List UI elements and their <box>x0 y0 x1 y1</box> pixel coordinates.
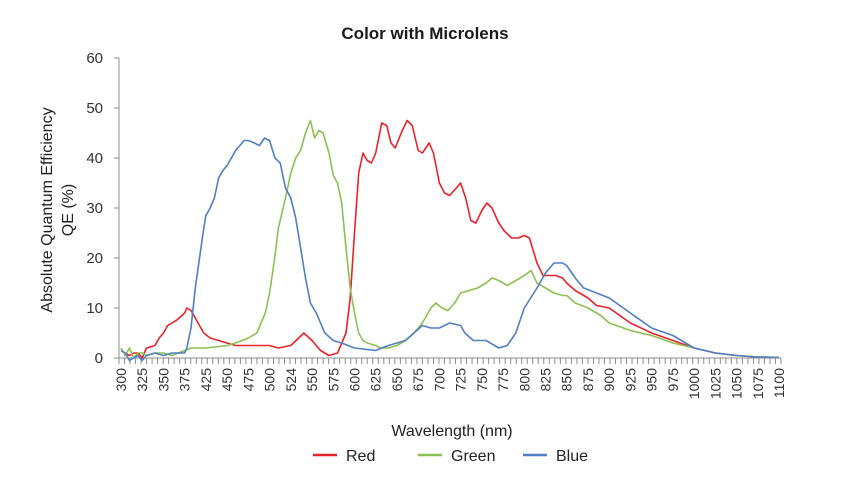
y-ticks: 0 10 20 30 40 50 60 <box>86 50 119 367</box>
x-tick-label: 825 <box>538 368 554 392</box>
x-tick-label: 350 <box>155 368 171 392</box>
x-tick-label: 850 <box>559 368 575 392</box>
x-tick-label: 750 <box>474 368 490 392</box>
x-tick-label: 950 <box>644 368 660 392</box>
x-tick-label: 425 <box>198 368 214 392</box>
x-tick-label: 500 <box>262 368 278 392</box>
legend-label-blue: Blue <box>556 448 588 465</box>
x-tick-label: 524 <box>283 368 299 392</box>
series-line-blue <box>120 137 780 362</box>
x-tick-label: 650 <box>389 368 405 392</box>
x-tick-label: 1075 <box>750 368 766 399</box>
x-ticks: 300 325 350 375 425 450 475 500 524 550 575 600 625 6… <box>113 358 787 399</box>
y-tick-label: 60 <box>86 50 103 67</box>
x-tick-label: 775 <box>495 368 511 392</box>
y-tick-label: 0 <box>95 350 103 367</box>
y-tick-label: 30 <box>86 200 103 217</box>
y-axis-label-line2: QE (%) <box>60 184 77 236</box>
legend-label-red: Red <box>346 448 375 465</box>
x-tick-label: 550 <box>304 368 320 392</box>
x-tick-label: 1100 <box>771 368 787 398</box>
x-tick-label: 800 <box>516 368 532 392</box>
chart-title: Color with Microlens <box>341 24 509 43</box>
series-line-green <box>120 119 780 359</box>
x-tick-label: 300 <box>113 368 129 392</box>
y-axis-label-line1: Absolute Quantum Efficiency <box>39 107 56 312</box>
legend: Red Green Blue <box>313 448 588 465</box>
x-tick-label: 325 <box>134 368 150 392</box>
y-tick-label: 20 <box>86 250 103 267</box>
y-tick-label: 10 <box>86 300 103 317</box>
x-tick-label: 725 <box>453 368 469 392</box>
x-tick-label: 600 <box>346 368 362 392</box>
x-tick-label: 875 <box>580 368 596 392</box>
series-line-red <box>120 119 780 359</box>
axes <box>118 58 781 359</box>
x-tick-label: 625 <box>368 368 384 392</box>
series-group <box>120 119 780 362</box>
x-tick-label: 1025 <box>707 368 723 399</box>
y-tick-label: 50 <box>86 100 103 117</box>
y-tick-label: 40 <box>86 150 103 167</box>
x-axis-label: Wavelength (nm) <box>391 423 512 440</box>
x-tick-label: 675 <box>410 368 426 392</box>
x-tick-label: 1000 <box>686 368 702 399</box>
x-tick-label: 450 <box>219 368 235 392</box>
legend-label-green: Green <box>451 448 495 465</box>
x-tick-label: 925 <box>622 368 638 392</box>
x-tick-label: 575 <box>325 368 341 392</box>
x-tick-label: 375 <box>177 368 193 392</box>
x-tick-label: 1050 <box>729 368 745 399</box>
x-tick-label: 700 <box>431 368 447 392</box>
x-tick-label: 900 <box>601 368 617 392</box>
x-tick-label: 475 <box>240 368 256 392</box>
x-tick-label: 975 <box>665 368 681 392</box>
